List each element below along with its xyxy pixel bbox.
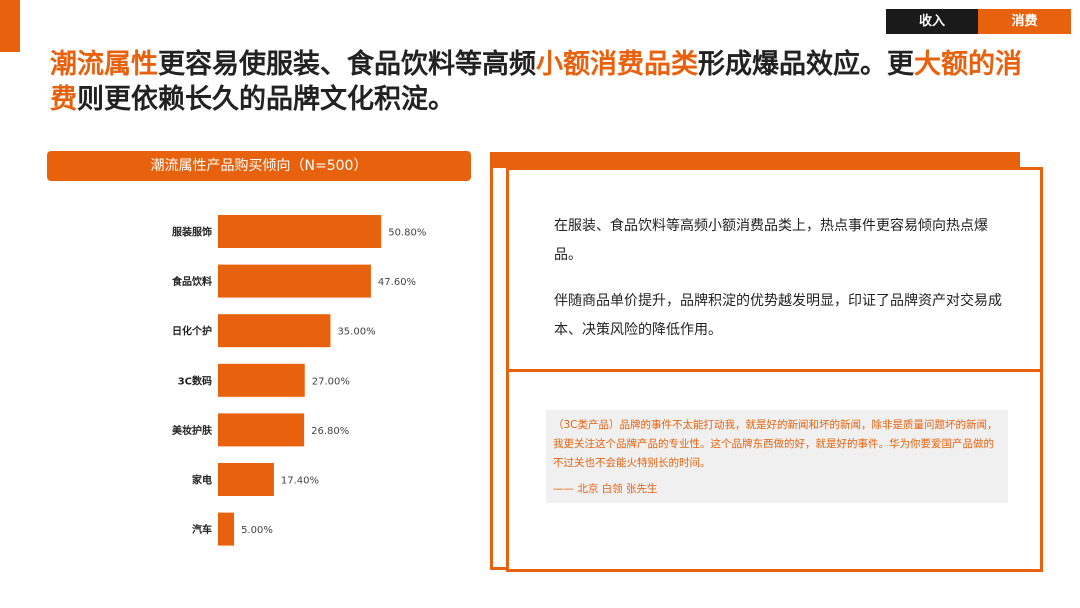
category-label: 3C数码 (178, 374, 212, 387)
tab-income[interactable]: 收入 (886, 9, 978, 34)
headline-text: 更容易使服装、食品饮料等高频 (158, 49, 536, 80)
insight-paragraph-2: 伴随商品单价提升，品牌积淀的优势越发明显，印证了品牌资产对交易成本、决策风险的降… (554, 293, 1002, 338)
headline-highlight-small: 小额消费品类 (536, 49, 698, 80)
value-label: 47.60% (378, 277, 416, 288)
value-label: 27.00% (312, 376, 350, 387)
bar (218, 463, 274, 496)
bar (218, 413, 305, 447)
value-label: 35.00% (337, 327, 375, 338)
bar (218, 264, 371, 298)
category-label: 美妆护肤 (172, 424, 213, 437)
page-headline: 潮流属性更容易使服装、食品饮料等高频小额消费品类形成爆品效应。更大额的消费则更依… (50, 47, 1040, 117)
bar (218, 215, 382, 248)
card-shadow-top (490, 152, 1020, 168)
category-label: 日化个护 (172, 325, 212, 338)
value-label: 5.00% (241, 525, 273, 536)
value-label: 26.80% (311, 426, 349, 437)
corner-accent-bar (0, 0, 20, 52)
bar (218, 512, 235, 546)
category-label: 服装服饰 (172, 226, 212, 239)
headline-text: 形成爆品效应。更 (698, 49, 914, 80)
value-label: 17.40% (281, 476, 319, 487)
insight-card: 在服装、食品饮料等高频小额消费品类上，热点事件更容易倾向热点爆品。 伴随商品单价… (506, 167, 1043, 572)
value-label: 50.80% (388, 228, 426, 239)
section-tabs: 收入 消费 (886, 9, 1071, 34)
chart-title: 潮流属性产品购买倾向（N=500） (47, 151, 471, 181)
bar (218, 363, 305, 397)
headline-highlight-large: 大额的消费 (50, 49, 1022, 115)
quote-source: —— 北京 白领 张先生 (553, 483, 658, 495)
insight-paragraph-1: 在服装、食品饮料等高频小额消费品类上，热点事件更容易倾向热点爆品。 (554, 218, 988, 263)
quote-box: （3C类产品）品牌的事件不太能打动我，就是好的新闻和坏的新闻，除非是质量问题坏的… (546, 410, 1008, 503)
quote-text: （3C类产品）品牌的事件不太能打动我，就是好的新闻和坏的新闻，除非是质量问题坏的… (553, 419, 998, 469)
tab-consume[interactable]: 消费 (978, 9, 1071, 34)
category-label: 汽车 (192, 523, 212, 536)
headline-highlight-trend: 潮流属性 (50, 49, 158, 80)
headline-text: 则更依赖长久的品牌文化积淀。 (77, 84, 455, 115)
bar (218, 314, 331, 348)
bar-chart: 服装服饰 50.80% 食品饮料 47.60% 日化个护 35.00% 3C数码 27.00%… (171, 215, 426, 546)
category-label: 食品饮料 (171, 275, 212, 288)
category-label: 家电 (192, 474, 212, 487)
card-divider (509, 369, 1040, 372)
